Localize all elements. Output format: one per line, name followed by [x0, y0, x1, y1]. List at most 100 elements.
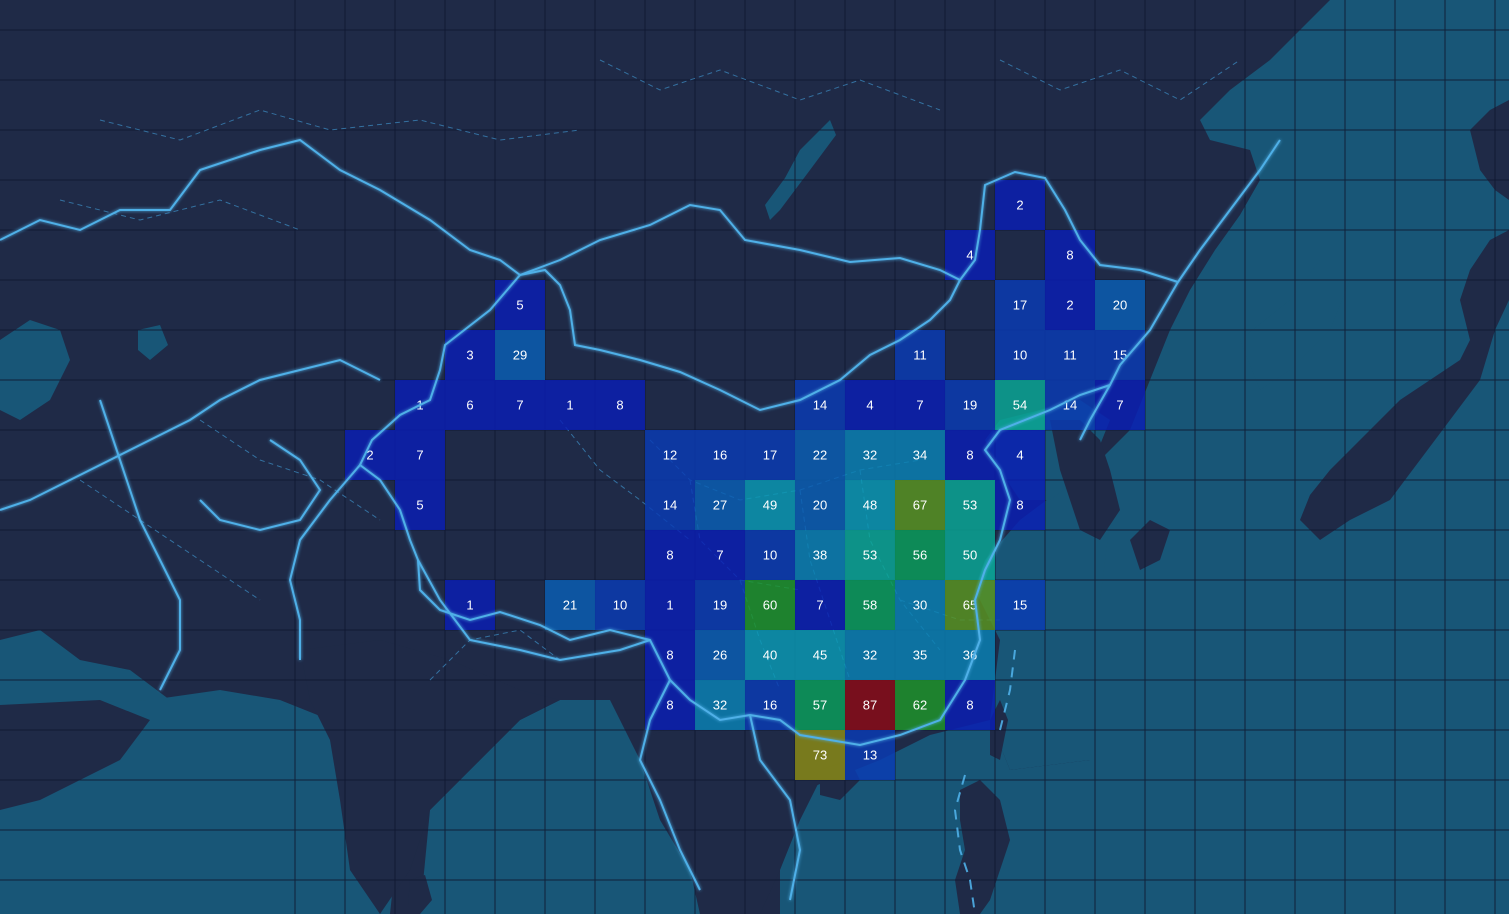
heat-cell[interactable]: 16	[745, 680, 795, 730]
japan-land	[1300, 230, 1509, 540]
heat-cell[interactable]: 15	[1095, 330, 1145, 380]
heat-cell-fill	[545, 380, 595, 430]
heat-cell[interactable]: 7	[395, 430, 445, 480]
heat-cell[interactable]: 48	[845, 480, 895, 530]
heat-cell[interactable]: 20	[795, 480, 845, 530]
heat-cell[interactable]: 32	[845, 430, 895, 480]
heat-cell[interactable]: 29	[495, 330, 545, 380]
heat-cell-fill	[945, 430, 995, 480]
heat-cell[interactable]: 5	[495, 280, 545, 330]
heat-cell[interactable]: 8	[1045, 230, 1095, 280]
heat-cell[interactable]: 8	[995, 480, 1045, 530]
heat-cell[interactable]: 14	[1045, 380, 1095, 430]
heat-cell[interactable]: 19	[945, 380, 995, 430]
heat-cell[interactable]: 10	[745, 530, 795, 580]
heat-cell-label: 14	[663, 498, 677, 513]
heat-cell[interactable]: 21	[545, 580, 595, 630]
heat-cell[interactable]: 49	[745, 480, 795, 530]
heat-cell[interactable]: 20	[1095, 280, 1145, 330]
heat-cell-fill	[895, 380, 945, 430]
heat-cell-fill	[945, 230, 995, 280]
heat-cell-fill	[1095, 330, 1145, 380]
heat-cell[interactable]: 40	[745, 630, 795, 680]
heat-cell[interactable]: 65	[945, 580, 995, 630]
heat-cell-fill	[695, 530, 745, 580]
heat-cell[interactable]: 12	[645, 430, 695, 480]
heat-cell[interactable]: 14	[645, 480, 695, 530]
heat-cell[interactable]: 8	[645, 530, 695, 580]
heat-cell[interactable]: 17	[995, 280, 1045, 330]
arabia-land	[0, 700, 150, 810]
heat-cell-label: 1	[666, 598, 673, 613]
heat-cell[interactable]: 45	[795, 630, 845, 680]
heat-cell[interactable]: 26	[695, 630, 745, 680]
heat-cell[interactable]: 34	[895, 430, 945, 480]
heat-cell-fill	[845, 580, 895, 630]
heat-cell[interactable]: 4	[995, 430, 1045, 480]
heat-cell[interactable]: 2	[1045, 280, 1095, 330]
heat-cell-label: 8	[1016, 498, 1023, 513]
heat-cell[interactable]: 8	[945, 680, 995, 730]
heat-cell[interactable]: 58	[845, 580, 895, 630]
heat-cell[interactable]: 32	[695, 680, 745, 730]
heat-cell[interactable]: 53	[845, 530, 895, 580]
myanmar-border	[638, 679, 701, 891]
heat-cell[interactable]: 2	[995, 180, 1045, 230]
heat-cell[interactable]: 8	[945, 430, 995, 480]
heat-cell[interactable]: 8	[595, 380, 645, 430]
heat-cell[interactable]: 32	[845, 630, 895, 680]
heat-cell[interactable]: 7	[695, 530, 745, 580]
heat-cell[interactable]: 14	[795, 380, 845, 430]
heat-cell[interactable]: 1	[445, 580, 495, 630]
heat-cell[interactable]: 87	[845, 680, 895, 730]
heat-cell-label: 20	[1113, 298, 1127, 313]
heat-cell[interactable]: 60	[745, 580, 795, 630]
heat-cell[interactable]: 67	[895, 480, 945, 530]
heat-cell[interactable]: 22	[795, 430, 845, 480]
heat-cell[interactable]: 8	[645, 630, 695, 680]
heat-cell[interactable]: 7	[495, 380, 545, 430]
heat-cell[interactable]: 27	[695, 480, 745, 530]
heat-cell[interactable]: 53	[945, 480, 995, 530]
heat-cell[interactable]: 36	[945, 630, 995, 680]
heat-cell[interactable]: 7	[795, 580, 845, 630]
heat-cell[interactable]: 16	[695, 430, 745, 480]
heat-cell[interactable]: 10	[995, 330, 1045, 380]
heat-cell[interactable]: 56	[895, 530, 945, 580]
heat-cell[interactable]: 50	[945, 530, 995, 580]
heat-cell[interactable]: 15	[995, 580, 1045, 630]
heat-cell[interactable]: 11	[1045, 330, 1095, 380]
heat-cell[interactable]: 35	[895, 630, 945, 680]
heat-cell-label: 8	[666, 698, 673, 713]
heat-cell[interactable]: 7	[1095, 380, 1145, 430]
heat-cell[interactable]: 6	[445, 380, 495, 430]
heat-cell-label: 13	[863, 748, 877, 763]
heat-cell-label: 30	[913, 598, 927, 613]
heat-cell-label: 2	[366, 448, 373, 463]
heat-cell-label: 45	[813, 648, 827, 663]
heat-cell[interactable]: 62	[895, 680, 945, 730]
heat-cell[interactable]: 7	[895, 380, 945, 430]
heat-cell[interactable]: 10	[595, 580, 645, 630]
heat-cell-fill	[945, 380, 995, 430]
heat-cell[interactable]: 38	[795, 530, 845, 580]
heat-cell[interactable]: 1	[545, 380, 595, 430]
heat-cell-label: 67	[913, 498, 927, 513]
heat-cell[interactable]: 57	[795, 680, 845, 730]
heat-cell[interactable]: 30	[895, 580, 945, 630]
heat-cell[interactable]: 3	[445, 330, 495, 380]
heat-cell[interactable]: 4	[945, 230, 995, 280]
heat-cell[interactable]: 4	[845, 380, 895, 430]
heat-cell-label: 2	[1066, 298, 1073, 313]
heat-cell[interactable]: 8	[645, 680, 695, 730]
heat-cell-fill	[645, 680, 695, 730]
heat-cell[interactable]: 19	[695, 580, 745, 630]
heat-cell[interactable]: 17	[745, 430, 795, 480]
heat-cell[interactable]: 54	[995, 380, 1045, 430]
heat-cell-label: 40	[763, 648, 777, 663]
heat-cell[interactable]: 1	[645, 580, 695, 630]
heat-cell[interactable]: 5	[395, 480, 445, 530]
heat-cell-label: 7	[916, 398, 923, 413]
